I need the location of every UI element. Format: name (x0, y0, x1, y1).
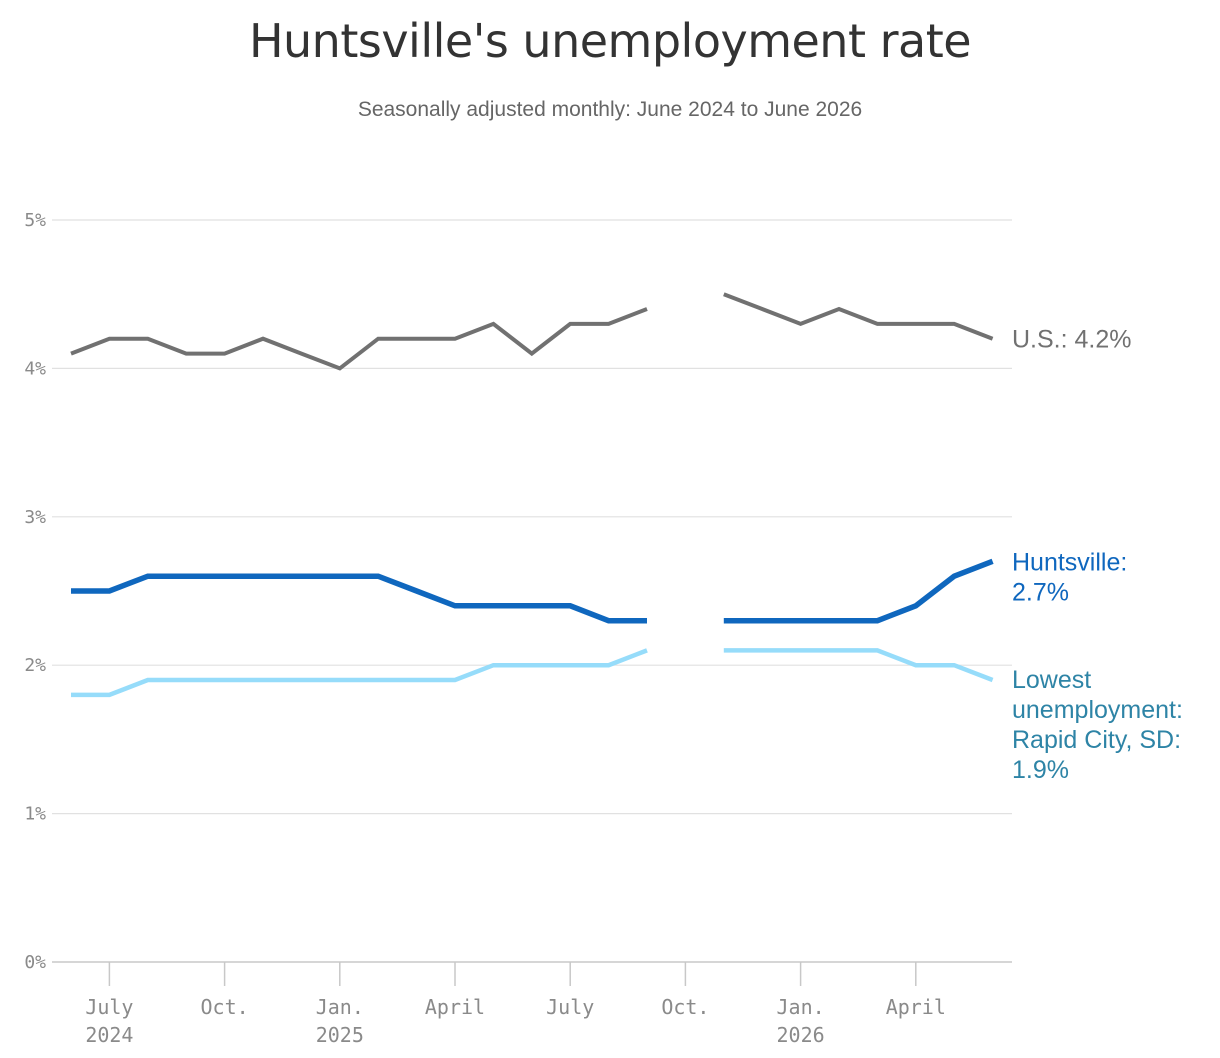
series-line-u-s--1 (70, 307, 648, 371)
chart-title: Huntsville's unemployment rate (248, 14, 972, 68)
series-line-huntsville-1 (71, 573, 647, 624)
x-tick-label: Jan. (316, 995, 364, 1019)
x-tick-label: April (425, 995, 485, 1019)
x-tick-year-label: 2026 (777, 1023, 825, 1047)
x-tick-label: July (546, 995, 594, 1019)
series-line-u-s--2 (723, 292, 994, 341)
end-label-huntsville: Huntsville: 2.7% (1012, 548, 1127, 606)
y-tick-label: 4% (24, 358, 46, 379)
end-label-rapid-city-sd: Lowest unemployment: Rapid City, SD: 1.9% (1012, 666, 1183, 784)
x-tick-year-label: 2024 (85, 1023, 133, 1047)
series-line-rapid-city-sd-1 (71, 648, 648, 698)
x-tick-label: April (886, 995, 946, 1019)
end-labels: U.S.: 4.2% Huntsville: 2.7% Lowest unemploym… (1012, 326, 1183, 784)
x-tick-label: July (85, 995, 133, 1019)
y-tick-label: 3% (24, 507, 46, 528)
x-tick-label: Oct. (201, 995, 249, 1019)
series-lines (70, 292, 994, 698)
series-line-rapid-city-sd-2 (723, 648, 994, 683)
end-label-u-s-: U.S.: 4.2% (1012, 326, 1132, 354)
x-tick-year-label: 2025 (316, 1023, 364, 1047)
chart-subtitle: Seasonally adjusted monthly: June 2024 t… (357, 98, 863, 121)
y-tick-label: 5% (24, 210, 46, 231)
x-tick-label: Jan. (777, 995, 825, 1019)
y-tick-label: 0% (24, 952, 46, 973)
x-tick-label: Oct. (661, 995, 709, 1019)
y-tick-label: 2% (24, 655, 46, 676)
x-axis: July 2024 Oct. Jan. 2025 April July Oct. Jan. 202… (85, 962, 946, 1047)
series-line-huntsville-2 (723, 558, 994, 624)
y-tick-label: 1% (24, 804, 46, 825)
gridlines: 0% 1% 2% 3% 4% 5% (24, 210, 1012, 973)
